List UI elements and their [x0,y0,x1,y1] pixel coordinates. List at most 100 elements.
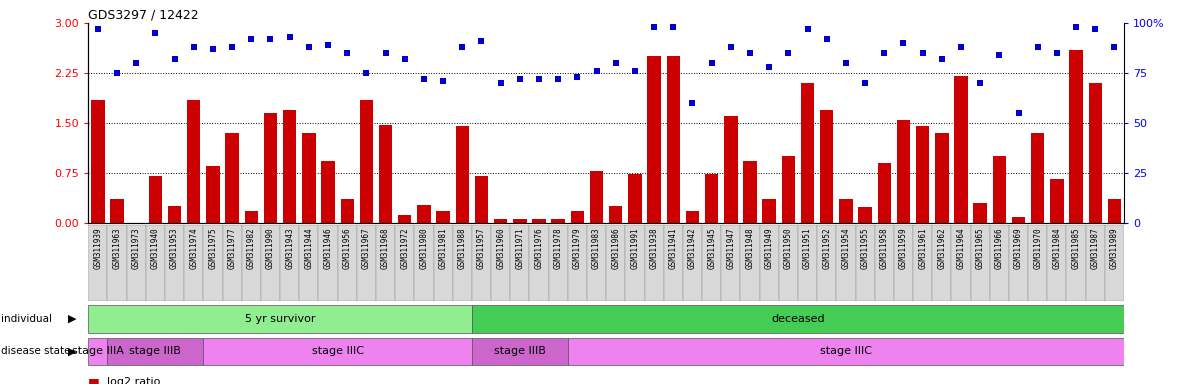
Text: GSM311986: GSM311986 [611,227,620,268]
Text: GSM311953: GSM311953 [171,227,179,268]
Bar [168,206,181,223]
Bar [1050,179,1064,223]
Text: stage IIIB: stage IIIB [494,346,546,356]
Bar [571,211,584,223]
Bar [916,126,930,223]
Bar [548,225,567,301]
Bar [839,199,852,223]
Text: GSM311989: GSM311989 [1110,227,1119,268]
Text: GSM311954: GSM311954 [842,227,851,268]
Bar [338,225,357,301]
Text: GSM311950: GSM311950 [784,227,793,268]
Point [1086,26,1105,32]
Point [1066,24,1085,30]
Bar [107,225,127,301]
Point [261,36,280,42]
Point [127,60,146,66]
Bar [187,99,200,223]
Point [664,24,683,30]
Point [703,60,722,66]
Bar [91,99,105,223]
Text: GSM311978: GSM311978 [553,227,563,268]
Bar [837,225,856,301]
Bar [664,225,683,301]
Bar [1085,225,1105,301]
Bar [433,225,453,301]
Text: GSM311959: GSM311959 [899,227,907,268]
Point [951,44,970,50]
Bar [782,156,796,223]
Point [971,80,990,86]
Text: GSM311991: GSM311991 [631,227,639,268]
Text: GSM311943: GSM311943 [285,227,294,268]
Text: GSM311941: GSM311941 [669,227,678,268]
Point [913,50,932,56]
Bar [856,225,875,301]
Bar [226,133,239,223]
Bar [992,156,1006,223]
Text: GSM311977: GSM311977 [227,227,237,268]
Text: GSM311956: GSM311956 [343,227,352,268]
Text: GSM311976: GSM311976 [534,227,544,268]
Point [587,68,606,74]
Point [377,50,395,56]
Bar [184,225,204,301]
Text: GSM311949: GSM311949 [765,227,773,268]
Point [798,26,817,32]
Text: stage IIIA: stage IIIA [72,346,124,356]
Point [146,30,165,36]
Bar [1066,225,1085,301]
Bar [800,83,814,223]
Bar [817,225,837,301]
Text: GSM311963: GSM311963 [113,227,121,268]
Bar [722,225,740,301]
Text: GSM311955: GSM311955 [860,227,870,268]
Bar [779,225,798,301]
Point [414,76,433,82]
Bar [893,225,913,301]
Text: GSM311972: GSM311972 [400,227,410,268]
Text: deceased: deceased [771,314,825,324]
Bar [437,211,450,223]
Bar [1012,217,1025,223]
Bar [88,338,107,365]
Bar [280,225,299,301]
Text: GSM311961: GSM311961 [918,227,927,268]
Bar [683,225,701,301]
Point [625,68,644,74]
Bar [360,99,373,223]
Bar [204,225,222,301]
Bar [701,225,722,301]
Text: GSM311987: GSM311987 [1091,227,1099,268]
Bar [299,225,319,301]
Bar [453,225,472,301]
Point [1029,44,1048,50]
Bar [222,225,241,301]
Point [299,44,318,50]
Bar [1009,225,1029,301]
Text: GSM311947: GSM311947 [726,227,736,268]
Point [185,44,204,50]
Bar [204,338,472,365]
Point [242,36,261,42]
Text: disease state: disease state [1,346,71,356]
Text: GSM311970: GSM311970 [1033,227,1042,268]
Text: GSM311975: GSM311975 [208,227,218,268]
Point [817,36,836,42]
Point [779,50,798,56]
Point [165,56,184,62]
Point [1009,110,1028,116]
Bar [88,305,472,333]
Text: GSM311951: GSM311951 [803,227,812,268]
Point [1105,44,1124,50]
Bar [472,305,1124,333]
Bar [932,225,951,301]
Text: GSM311982: GSM311982 [247,227,255,268]
Point [357,70,375,76]
Text: GSM311969: GSM311969 [1015,227,1023,268]
Bar [395,225,414,301]
Bar [414,225,433,301]
Bar [1029,225,1048,301]
Bar [148,176,162,223]
Text: GSM311984: GSM311984 [1052,227,1062,268]
